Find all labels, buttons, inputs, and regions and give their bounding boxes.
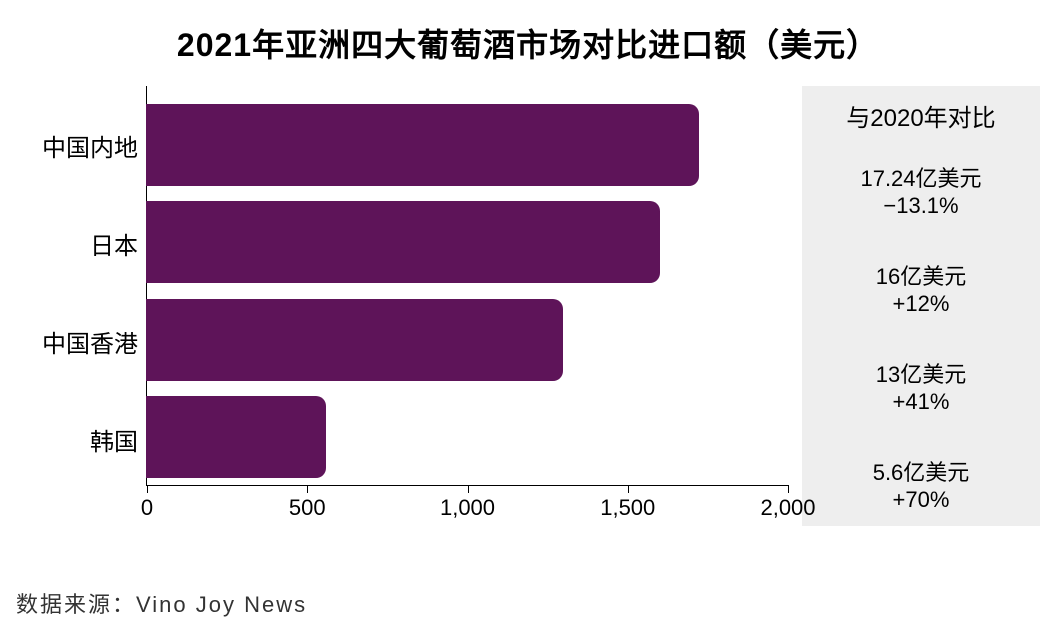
x-tick-label: 2,000 — [760, 495, 815, 521]
comparison-rows: 17.24亿美元 −13.1% 16亿美元 +12% 13亿美元 +41% 5.… — [802, 139, 1040, 535]
ylabel-2: 中国香港 — [16, 292, 146, 390]
bar-0 — [146, 104, 699, 186]
chart-container: 2021年亚洲四大葡萄酒市场对比进口额（美元） 中国内地 日本 中国香港 韩国 … — [0, 0, 1056, 633]
comparison-row-2: 13亿美元 +41% — [802, 339, 1040, 437]
comparison-change: −13.1% — [883, 192, 958, 220]
y-axis-labels: 中国内地 日本 中国香港 韩国 — [16, 86, 146, 526]
comparison-change: +41% — [893, 388, 950, 416]
x-tick — [628, 485, 629, 493]
bars — [146, 96, 788, 486]
ylabel-1: 日本 — [16, 194, 146, 292]
ylabel-0: 中国内地 — [16, 96, 146, 194]
x-tick-label: 500 — [289, 495, 326, 521]
comparison-value: 17.24亿美元 — [860, 165, 981, 193]
comparison-row-0: 17.24亿美元 −13.1% — [802, 143, 1040, 241]
x-tick — [788, 485, 789, 493]
comparison-panel: 与2020年对比 17.24亿美元 −13.1% 16亿美元 +12% 13亿美… — [802, 86, 1040, 526]
x-tick-label: 0 — [141, 495, 153, 521]
x-tick — [307, 485, 308, 493]
comparison-value: 13亿美元 — [876, 361, 966, 389]
plot-area: 05001,0001,5002,000 — [146, 86, 788, 526]
comparison-row-3: 5.6亿美元 +70% — [802, 437, 1040, 535]
source-label: 数据来源：Vino Joy News — [16, 587, 307, 619]
comparison-value: 16亿美元 — [876, 263, 966, 291]
bar-slot — [146, 96, 788, 194]
ylabel-3: 韩国 — [16, 390, 146, 488]
comparison-row-1: 16亿美元 +12% — [802, 241, 1040, 339]
plot-row: 中国内地 日本 中国香港 韩国 0 500 1,000 1,500 2,000 与202… — [16, 86, 1040, 526]
bar-slot — [146, 291, 788, 389]
chart-title: 2021年亚洲四大葡萄酒市场对比进口额（美元） — [16, 20, 1040, 66]
bar-3 — [146, 396, 326, 478]
comparison-header: 与2020年对比 — [802, 86, 1040, 139]
x-tick — [147, 485, 148, 493]
comparison-change: +70% — [893, 486, 950, 514]
bar-2 — [146, 299, 563, 381]
x-tick — [468, 485, 469, 493]
x-tick-label: 1,000 — [440, 495, 495, 521]
comparison-change: +12% — [893, 290, 950, 318]
bar-1 — [146, 201, 660, 283]
comparison-value: 5.6亿美元 — [873, 459, 970, 487]
x-tick-label: 1,500 — [600, 495, 655, 521]
bar-slot — [146, 389, 788, 487]
bar-slot — [146, 194, 788, 292]
